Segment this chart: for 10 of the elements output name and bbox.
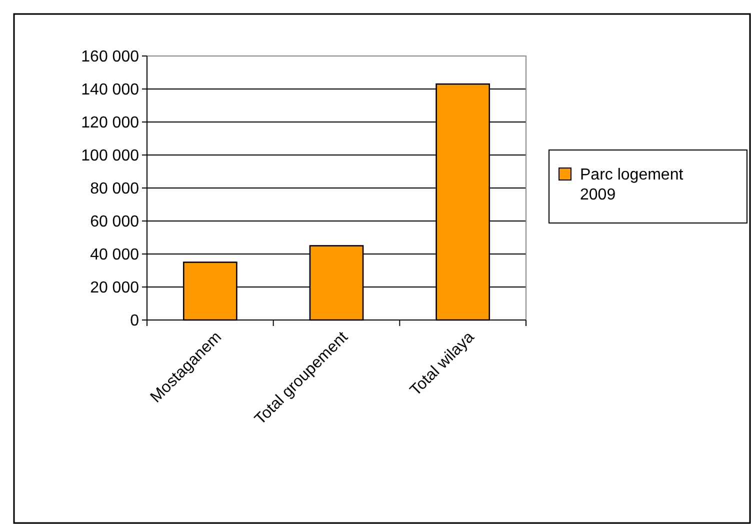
y-tick-label: 100 000 bbox=[81, 148, 140, 165]
y-tick-label: 80 000 bbox=[90, 180, 140, 198]
y-tick-label: 40 000 bbox=[90, 246, 140, 264]
y-tick-label: 160 000 bbox=[81, 48, 140, 66]
y-tick-label: 0 bbox=[130, 312, 140, 330]
y-tick-label: 20 000 bbox=[90, 280, 140, 297]
y-tick-label: 140 000 bbox=[81, 82, 140, 99]
legend-label: Parc logement 2009 bbox=[580, 166, 684, 204]
y-tick-label: 60 000 bbox=[90, 214, 140, 231]
y-tick-label: 120 000 bbox=[81, 114, 140, 132]
